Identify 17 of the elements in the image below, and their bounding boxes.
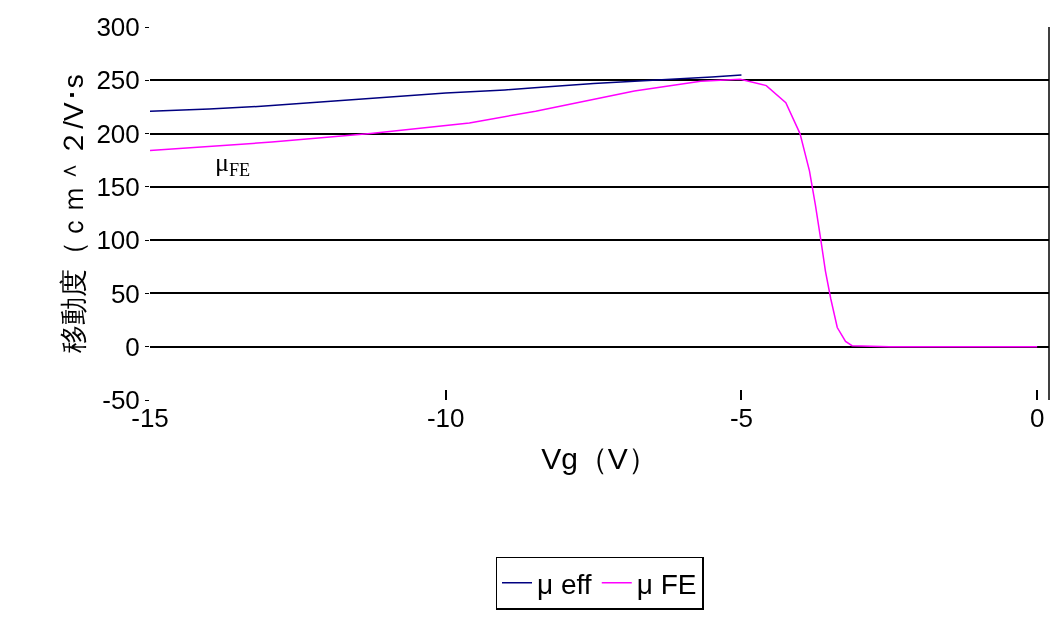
y-tick-label: 150 bbox=[96, 171, 140, 202]
y-axis-title: 移動度（ｃｍ＾２/V･s bbox=[58, 74, 90, 353]
x-tick-label: -10 bbox=[426, 403, 465, 433]
line-series bbox=[150, 78, 1038, 348]
x-axis-title: Vg（V） bbox=[541, 441, 658, 475]
line-series bbox=[150, 74, 743, 112]
legend-label: μ eff bbox=[537, 568, 592, 600]
legend-label: μ FE bbox=[636, 568, 697, 600]
y-tick-label: 200 bbox=[96, 118, 140, 149]
y-tick-label: 50 bbox=[110, 278, 140, 309]
x-tick-label: 0 bbox=[1029, 403, 1045, 433]
y-tick-label: 0 bbox=[125, 331, 140, 362]
x-tick-label: -5 bbox=[729, 403, 754, 433]
y-tick-label: 100 bbox=[96, 225, 140, 256]
y-tick-label: 300 bbox=[96, 12, 140, 43]
y-tick-label: 250 bbox=[96, 65, 140, 96]
annotation: μ$_{FE}$ bbox=[215, 148, 251, 181]
